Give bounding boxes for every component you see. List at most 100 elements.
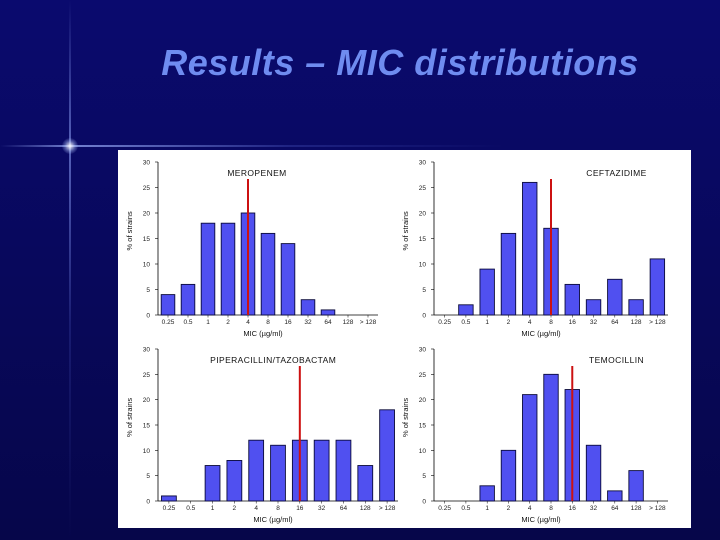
chart1-x-tick-label: 32 [304,319,312,326]
chart4-bar [522,394,538,502]
chart3-bar [335,439,352,502]
chart1-x-tick-label: 16 [284,319,292,326]
chart2-y-label: % of strains [401,211,410,250]
chart1-y-tick-label: 5 [146,287,150,294]
chart3-x-tick-label: 64 [340,505,348,512]
chart2-y-tick-label: 25 [419,185,427,192]
chart4-y-tick-label: 5 [422,473,426,480]
chart3-bar [379,409,395,502]
chart3-x-tick-label: 16 [296,505,304,512]
chart3-y-tick-label: 5 [146,473,150,480]
chart2-x-tick-label: 32 [590,319,598,326]
chart2-y-tick-label: 0 [422,313,426,320]
chart3-x-tick-label: 0.25 [163,505,176,512]
chart2-x-tick-label: 4 [528,319,532,326]
chart4-y-tick-label: 30 [419,347,427,354]
chart4-y-tick-label: 20 [419,397,427,404]
chart4-x-tick-label: 128 [631,505,642,512]
chart4-bar [500,449,517,502]
chart1-y-tick-label: 10 [143,262,151,269]
chart3-y-tick-label: 15 [143,423,151,430]
chart3-x-tick-label: 4 [254,505,258,512]
chart3-x-label: MIC (µg/ml) [253,515,293,524]
chart3-x-tick-label: 0.5 [186,505,195,512]
chart2-y-tick-label: 15 [419,236,427,243]
chart4-x-tick-label: 64 [611,505,619,512]
chart3-x-tick-label: > 128 [379,505,396,512]
chart4-title: TEMOCILLIN [589,355,644,365]
charts-panel: 0 5 10 15 20 25 30 0.25 0.5 1 2 4 8 16 32 64 128 > 128 MER… [118,150,691,528]
chart4-y-tick-label: 25 [419,372,427,379]
chart4-x-tick-label: 16 [569,505,577,512]
chart3-bar [357,465,374,502]
chart2-x-tick-label: 64 [611,319,619,326]
chart4-x-label: MIC (µg/ml) [521,515,561,524]
chart1-x-tick-label: 1 [206,319,210,326]
chart2-x-tick-label: 0.25 [438,319,451,326]
chart3-x-tick-label: 128 [360,505,371,512]
chart3-y-tick-label: 20 [143,397,151,404]
chart3-title: PIPERACILLIN/TAZOBACTAM [210,355,336,365]
chart1-x-tick-label: 0.25 [162,319,175,326]
chart2-x-tick-label: 1 [485,319,489,326]
chart2-y-tick-label: 5 [422,287,426,294]
chart1-x-tick-label: 2 [226,319,230,326]
slide-title: Results – MIC distributions [161,42,639,83]
chart3-bar [270,444,286,502]
chart1-bar [320,309,336,316]
chart4-x-tick-label: > 128 [649,505,666,512]
chart1-x-tick-label: 64 [324,319,332,326]
chart4-x-tick-label: 0.5 [461,505,470,512]
chart3-x-tick-label: 2 [233,505,237,512]
chart1-x-tick-label: 0.5 [183,319,192,326]
chart4-x-tick-label: 2 [507,505,511,512]
chart3-x-tick-label: 1 [211,505,215,512]
chart2-y-tick-label: 30 [419,160,427,167]
chart1-bar [220,222,236,316]
chart3-y-tick-label: 0 [146,499,150,506]
chart1-y-label: % of strains [125,211,134,250]
lens-flare-horizontal [0,145,720,147]
chart1-bar [300,299,316,316]
chart2-bar [458,304,474,316]
chart4-y-tick-label: 15 [419,423,427,430]
chart2-x-tick-label: 16 [569,319,577,326]
chart3-bar [313,439,330,502]
chart1-title: MEROPENEM [227,168,286,178]
chart4-bar [628,470,644,502]
chart2-x-tick-label: > 128 [649,319,666,326]
chart3-bar [248,439,265,502]
chart1-x-tick-label: 4 [246,319,250,326]
chart2-bar [628,299,644,316]
chart4-bar [543,373,559,502]
chart4-y-tick-label: 10 [419,448,427,455]
chart2-x-tick-label: 128 [631,319,642,326]
chart4-x-tick-label: 4 [528,505,532,512]
chart2-bar [479,268,495,316]
chart4-x-tick-label: 32 [590,505,598,512]
chart1-x-label: MIC (µg/ml) [243,329,283,338]
chart1-y-tick-label: 25 [143,185,151,192]
chart3-y-tick-label: 25 [143,372,151,379]
chart3-bar [161,495,177,502]
chart4-x-tick-label: 0.25 [438,505,451,512]
chart3-y-label: % of strains [125,398,134,437]
chart2-title: CEFTAZIDIME [586,168,646,178]
chart4-x-tick-label: 8 [549,505,553,512]
chart1-x-tick-label: 128 [343,319,354,326]
chart1-y-tick-label: 30 [143,160,151,167]
chart3-x-tick-label: 8 [276,505,280,512]
chart3-y-tick-label: 30 [143,347,151,354]
chart1-bar [200,222,216,316]
chart1-y-tick-label: 15 [143,236,151,243]
chart2-y-tick-label: 10 [419,262,427,269]
chart2-bar [564,283,580,316]
chart2-x-tick-label: 2 [507,319,511,326]
chart4-y-tick-label: 0 [422,499,426,506]
chart4-x-tick-label: 1 [485,505,489,512]
chart4-bar [607,490,623,502]
chart2-x-tick-label: 8 [549,319,553,326]
chart1-bar [180,283,196,316]
lens-flare-vertical [69,0,71,540]
